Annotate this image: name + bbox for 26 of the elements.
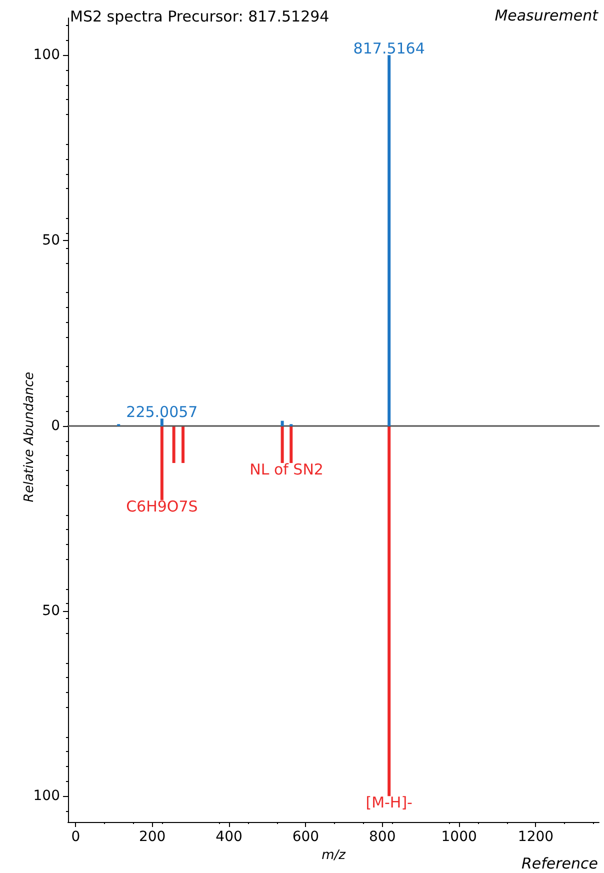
chart-title: MS2 spectra Precursor: 817.51294 bbox=[70, 8, 330, 26]
bar bbox=[172, 426, 176, 464]
bar bbox=[182, 426, 185, 464]
annotation: [M-H]- bbox=[366, 794, 412, 812]
annotation: Measurement bbox=[494, 6, 600, 24]
y-tick-label: 50 bbox=[42, 232, 60, 249]
bar bbox=[280, 420, 284, 426]
bar bbox=[160, 418, 164, 426]
annotation: 225.0057 bbox=[126, 403, 198, 422]
x-tick-label: 1200 bbox=[518, 829, 554, 845]
y-tick-label: 0 bbox=[51, 418, 60, 434]
annotation: 817.5164 bbox=[353, 40, 425, 58]
x-tick-label: 800 bbox=[369, 829, 396, 845]
y-tick-label: 100 bbox=[33, 788, 60, 804]
x-tick-label: 600 bbox=[292, 829, 320, 845]
y-axis-title: Relative Abundance bbox=[22, 372, 37, 502]
annotation: C6H9O7S bbox=[126, 498, 198, 516]
y-tick-label: 100 bbox=[33, 47, 60, 64]
text: Reference bbox=[521, 854, 598, 872]
x-tick-label: 1000 bbox=[441, 829, 477, 845]
y-tick-label: 50 bbox=[42, 603, 60, 620]
annotation: NL of SN2 bbox=[250, 460, 324, 479]
x-tick-label: 200 bbox=[138, 829, 166, 845]
x-axis-title: m/z bbox=[322, 848, 347, 863]
x-tick-label: 0 bbox=[71, 829, 80, 845]
x-tick-label: 400 bbox=[216, 829, 242, 845]
